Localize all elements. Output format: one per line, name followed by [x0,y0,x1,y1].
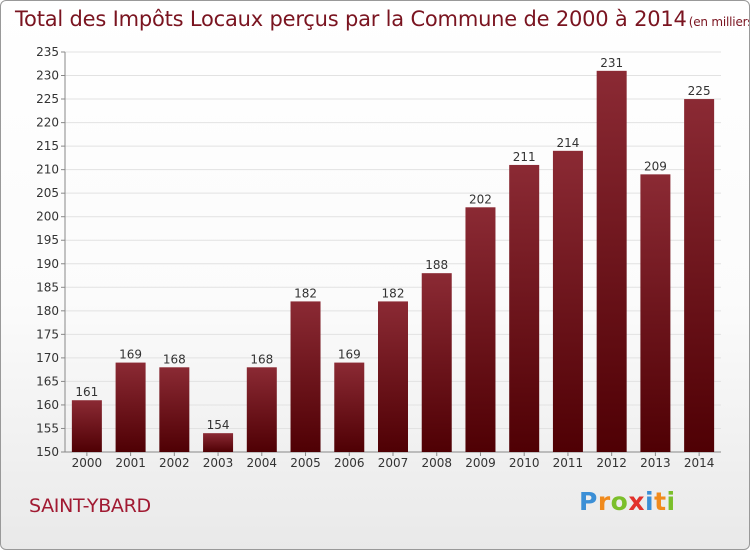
x-tick-label: 2010 [509,456,540,470]
y-tick-label: 185 [36,280,59,294]
data-label: 214 [556,136,579,150]
x-tick-label: 2005 [290,456,321,470]
bar [509,164,540,453]
data-label: 182 [294,286,317,300]
data-label: 188 [425,258,448,272]
x-tick-label: 2002 [159,456,190,470]
y-tick-label: 170 [36,351,59,365]
proxiti-logo[interactable]: Proxiti [579,487,676,516]
logo-letter: i [645,487,655,516]
y-tick-label: 225 [36,92,59,106]
y-tick-label: 190 [36,257,59,271]
y-tick-label: 195 [36,233,59,247]
bar [552,150,583,452]
logo-letter: t [654,487,667,516]
y-tick-label: 220 [36,116,59,130]
x-tick-label: 2004 [247,456,278,470]
y-tick-label: 175 [36,327,59,341]
data-label: 225 [688,84,711,98]
data-label: 211 [513,150,536,164]
y-tick-label: 180 [36,304,59,318]
bar [684,99,715,452]
bar [115,362,146,452]
bar [290,301,321,452]
logo-letter: i [666,487,676,516]
data-label: 209 [644,159,667,173]
x-tick-label: 2006 [334,456,365,470]
x-tick-label: 2014 [684,456,715,470]
x-tick-label: 2008 [421,456,452,470]
bar [159,367,190,452]
y-tick-label: 200 [36,210,59,224]
data-label: 202 [469,192,492,206]
chart-title-unit: (en milliers d'€) [688,15,750,29]
bar [596,70,627,452]
x-tick-label: 2000 [72,456,103,470]
data-label: 168 [250,352,273,366]
y-tick-label: 155 [36,421,59,435]
chart-title: Total des Impôts Locaux perçus par la Co… [15,7,750,31]
bar [640,174,671,452]
x-tick-label: 2012 [596,456,627,470]
data-label: 182 [382,286,405,300]
data-label: 161 [75,385,98,399]
logo-letter: o [610,487,629,516]
bar [378,301,408,452]
y-tick-label: 165 [36,374,59,388]
y-tick-label: 215 [36,139,59,153]
y-tick-label: 205 [36,186,59,200]
logo-letter: P [579,487,598,516]
bar [334,362,365,452]
logo-letter: x [628,487,645,516]
x-tick-label: 2003 [203,456,234,470]
y-tick-label: 210 [36,163,59,177]
bar [71,400,102,452]
y-tick-label: 230 [36,69,59,83]
y-tick-label: 235 [36,45,59,59]
data-label: 169 [338,348,361,362]
x-tick-label: 2001 [115,456,146,470]
data-label: 154 [207,418,230,432]
bar [465,207,496,452]
y-tick-label: 160 [36,398,59,412]
commune-name: SAINT-YBARD [29,495,151,517]
data-label: 169 [119,348,142,362]
bar [246,367,277,452]
x-tick-label: 2007 [378,456,409,470]
y-tick-label: 150 [36,445,59,459]
bar [203,433,234,452]
x-tick-label: 2009 [465,456,496,470]
logo-letter: r [597,487,611,516]
data-label: 168 [163,352,186,366]
x-tick-label: 2013 [640,456,671,470]
bar [421,273,452,452]
data-label: 231 [600,56,623,70]
x-tick-label: 2011 [553,456,584,470]
